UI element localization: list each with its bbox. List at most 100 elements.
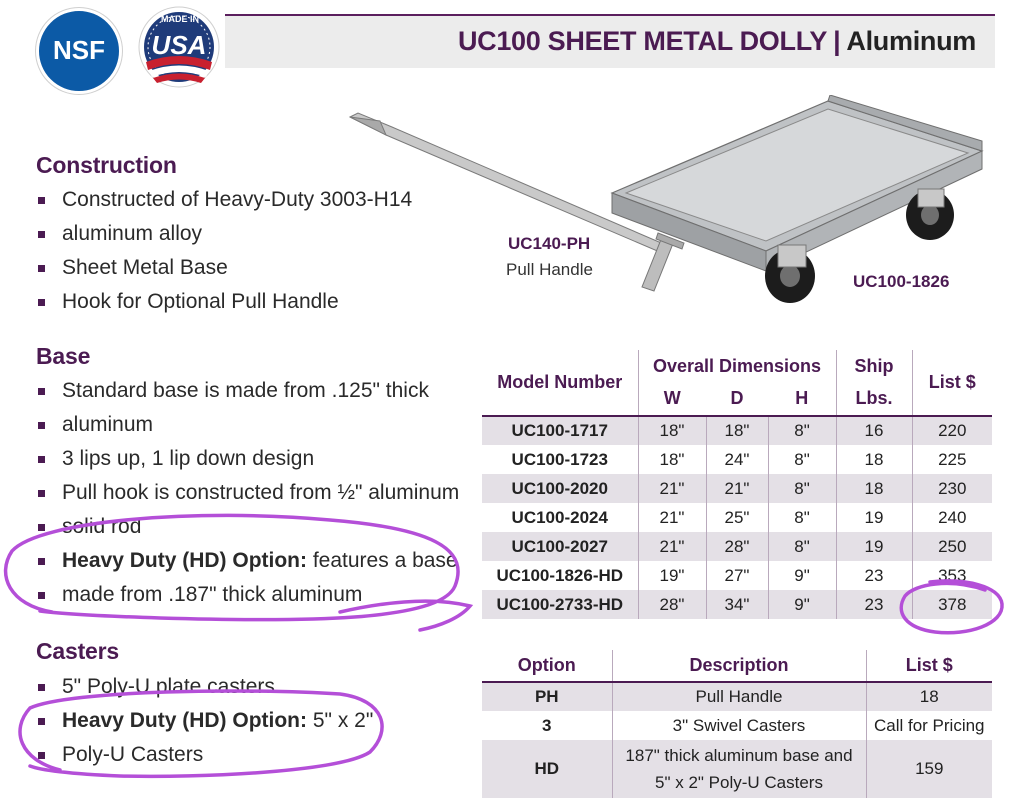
cell-list: Call for Pricing	[865, 711, 992, 740]
base-item: Pull hook is constructed from ½" aluminu…	[36, 476, 459, 510]
construction-item: aluminum alloy	[36, 217, 412, 251]
col-ship: Ship	[835, 350, 912, 382]
table-row: UC100-1717 18" 18" 8" 16 220	[482, 416, 992, 445]
handle-code-label: UC140-PH	[508, 234, 591, 253]
cell-h: 8"	[767, 445, 836, 474]
cell-h: 8"	[767, 503, 836, 532]
construction-item-text: Sheet Metal Base	[62, 256, 228, 279]
cell-list: 159	[865, 740, 992, 798]
models-table: Model Number Overall Dimensions Ship Lis…	[482, 350, 992, 619]
cell-model: UC100-2024	[511, 507, 608, 527]
col-list-price: List $	[911, 350, 992, 417]
cell-w: 21"	[637, 503, 706, 532]
col-description: Description	[611, 650, 866, 683]
title-model: UC100 SHEET METAL DOLLY	[457, 26, 828, 56]
table-row: UC100-2024 21" 25" 8" 19 240	[482, 503, 992, 532]
col-option-list-price: List $	[865, 650, 992, 683]
base-item-text: made from .187" thick aluminum	[62, 583, 363, 606]
table-row: 3 3" Swivel Casters Call for Pricing	[482, 711, 992, 740]
cell-lbs: 18	[835, 474, 912, 503]
base-item: solid rod	[36, 510, 459, 544]
cell-lbs: 19	[835, 503, 912, 532]
cell-lbs: 18	[835, 445, 912, 474]
cell-model: UC100-2027	[482, 532, 638, 561]
usa-logo-text: USA	[151, 30, 207, 60]
cell-d: 34"	[705, 590, 768, 619]
dolly-code-label: UC100-1826	[853, 272, 950, 291]
cell-h: 8"	[767, 416, 836, 445]
cell-h: 8"	[767, 532, 836, 561]
title-separator: |	[833, 26, 841, 56]
casters-item: Heavy Duty (HD) Option: 5" x 2"	[36, 704, 373, 738]
options-table: Option Description List $ PH Pull Handle…	[482, 650, 992, 798]
cell-d: 27"	[705, 561, 768, 590]
col-depth: D	[706, 382, 768, 417]
table-row: HD 187" thick aluminum base and 5" x 2" P…	[482, 740, 992, 798]
cell-option: HD	[482, 740, 612, 798]
nsf-logo: NSF	[36, 8, 122, 94]
construction-item: Sheet Metal Base	[36, 251, 412, 285]
base-item: Standard base is made from .125" thick	[36, 374, 459, 408]
cell-list: 240	[911, 503, 992, 532]
cell-w: 18"	[637, 416, 706, 445]
cell-list: 18	[865, 682, 992, 711]
cell-list: 230	[911, 474, 992, 503]
cell-list: 220	[911, 416, 992, 445]
cell-h: 9"	[767, 561, 836, 590]
construction-item: Constructed of Heavy-Duty 3003-H14	[36, 183, 412, 217]
cell-model: UC100-2020	[482, 474, 638, 503]
casters-item-text: 5" x 2"	[307, 709, 374, 732]
cell-d: 25"	[705, 503, 768, 532]
base-list: Standard base is made from .125" thick a…	[36, 374, 459, 612]
col-overall-dimensions: Overall Dimensions	[637, 350, 836, 382]
cell-lbs: 16	[835, 416, 912, 445]
base-item: 3 lips up, 1 lip down design	[36, 442, 459, 476]
cell-d: 18"	[705, 416, 768, 445]
construction-list: Constructed of Heavy-Duty 3003-H14 alumi…	[36, 183, 412, 319]
models-header-row: Model Number Overall Dimensions Ship Lis…	[482, 350, 992, 417]
title-material: Aluminum	[846, 26, 976, 56]
col-height: H	[768, 382, 836, 417]
cell-w: 19"	[637, 561, 706, 590]
table-row: UC100-1723 18" 24" 8" 18 225	[482, 445, 992, 474]
cell-w: 21"	[637, 532, 706, 561]
description-line: 5" x 2" Poly-U Casters	[655, 773, 823, 792]
cell-option: PH	[482, 682, 612, 711]
cell-w: 18"	[637, 445, 706, 474]
table-row: UC100-2027 21" 28" 8" 19 250	[482, 532, 992, 561]
cell-lbs: 23	[835, 590, 912, 619]
casters-item-text: Poly-U Casters	[62, 743, 204, 766]
cell-description: 3" Swivel Casters	[611, 711, 866, 740]
base-item-text: Standard base is made from .125" thick	[62, 379, 429, 402]
base-item: aluminum	[36, 408, 459, 442]
cell-h: 9"	[767, 590, 836, 619]
description-line: 187" thick aluminum base and	[625, 746, 853, 765]
cell-h: 8"	[767, 474, 836, 503]
construction-item-text: Constructed of Heavy-Duty 3003-H14	[62, 188, 413, 211]
base-item-text: solid rod	[62, 515, 142, 538]
models-subheader-row: W D H Lbs.	[482, 382, 992, 417]
base-item-text: aluminum	[62, 413, 154, 436]
made-in-usa-logo	[138, 6, 220, 88]
base-item: made from .187" thick aluminum	[36, 578, 459, 612]
casters-list: 5" Poly-U plate casters Heavy Duty (HD) …	[36, 670, 373, 772]
cell-lbs: 23	[835, 561, 912, 590]
base-item-bold: Heavy Duty (HD) Option:	[62, 549, 308, 572]
cell-list: 225	[911, 445, 992, 474]
usa-logo-made-in: MADE IN	[161, 14, 199, 24]
base-item-text: features a base	[307, 549, 458, 572]
table-row: UC100-1826-HD 19" 27" 9" 23 353	[482, 561, 992, 590]
base-heading: Base	[36, 343, 91, 369]
col-model-number: Model Number	[482, 350, 638, 417]
dolly-illustration	[348, 95, 984, 303]
table-row: UC100-2733-HD 28" 34" 9" 23 378	[482, 590, 992, 619]
cell-d: 28"	[705, 532, 768, 561]
col-width: W	[637, 382, 706, 417]
cell-model: UC100-1826-HD	[496, 565, 624, 585]
page-title: UC100 SHEET METAL DOLLY | Aluminum	[458, 26, 976, 57]
cell-list: 378	[911, 590, 992, 619]
table-row: PH Pull Handle 18	[482, 682, 992, 711]
cell-description: Pull Handle	[611, 682, 866, 711]
cell-description: 187" thick aluminum base and 5" x 2" Poly…	[611, 740, 866, 798]
cell-model: UC100-2733-HD	[482, 590, 638, 619]
